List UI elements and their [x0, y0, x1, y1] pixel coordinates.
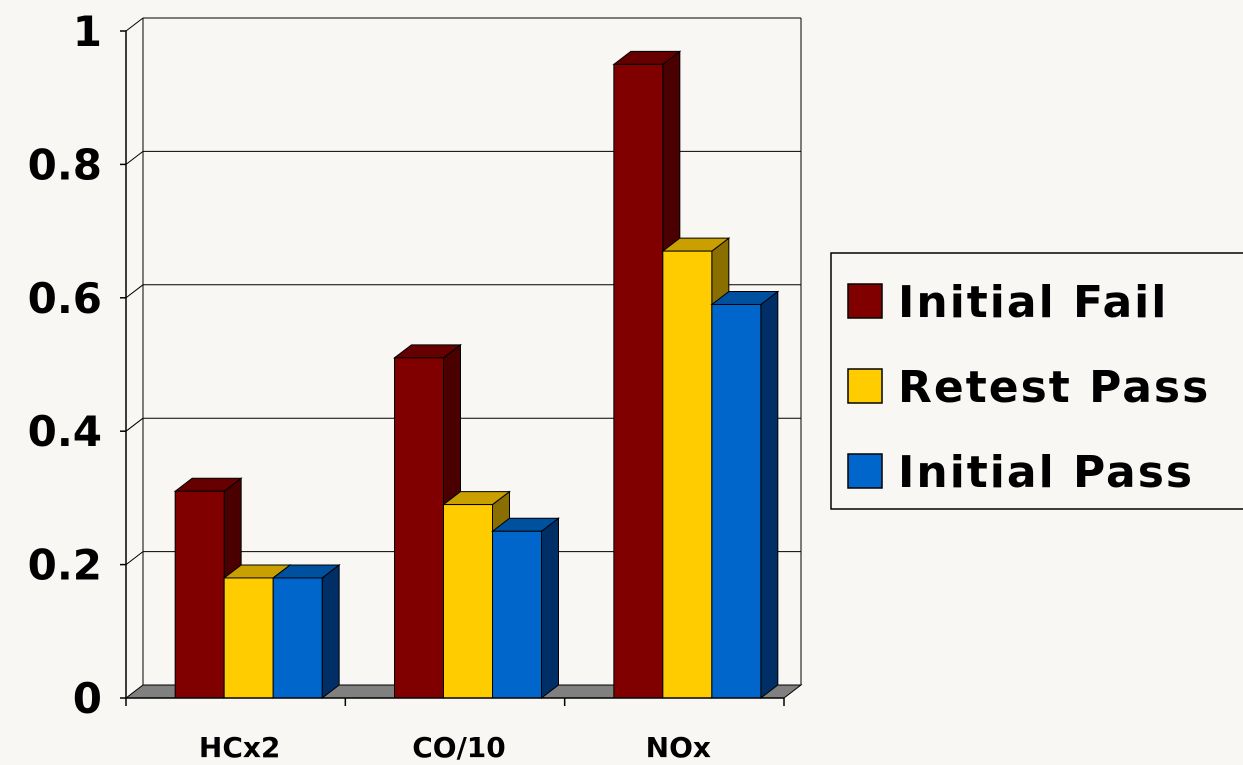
gridline-diagonal	[125, 551, 144, 565]
legend-swatch	[847, 283, 883, 319]
x-tick-label: CO/10	[412, 731, 506, 764]
bar-front	[492, 530, 542, 699]
bar-front	[223, 577, 274, 699]
bar-side	[541, 517, 559, 700]
bar-front	[272, 577, 323, 699]
gridline-diagonal	[125, 151, 144, 165]
legend-label: Retest Pass	[898, 362, 1210, 413]
bar	[491, 517, 560, 700]
bar-side	[321, 563, 340, 700]
legend-swatch	[847, 368, 883, 404]
legend-item: Retest Pass	[847, 362, 1210, 413]
x-tick-label: HCx2	[199, 731, 281, 764]
bar-front	[443, 504, 493, 699]
bar	[271, 563, 341, 700]
bar	[710, 290, 780, 700]
y-tick-label: 0.6	[28, 274, 102, 323]
bar-side	[760, 290, 779, 700]
legend-box	[830, 252, 1243, 510]
gridline-diagonal	[125, 284, 144, 299]
legend-item: Initial Pass	[847, 447, 1194, 498]
y-tick-label: 1	[73, 7, 102, 56]
gridline-diagonal	[125, 417, 144, 432]
legend-item: Initial Fail	[847, 277, 1168, 328]
legend-swatch	[847, 453, 883, 489]
bar-front	[711, 303, 762, 699]
gridline-diagonal	[125, 17, 144, 32]
legend: Initial Fail Retest Pass Initial Pass	[830, 252, 1243, 510]
y-tick-label: 0	[73, 674, 102, 723]
y-tick-label: 0.2	[28, 541, 102, 590]
bar-front	[394, 357, 444, 699]
bar-front	[174, 490, 225, 699]
axes: 0 0.2 0.4 0.6 0.8 1 HCx2 CO/10 NOx	[28, 7, 785, 764]
bar-front	[662, 250, 713, 699]
y-tick-label: 0.8	[28, 140, 102, 189]
y-tick-label: 0.4	[28, 407, 102, 456]
x-tick-label: NOx	[646, 731, 711, 764]
bar-front	[613, 63, 664, 699]
legend-label: Initial Pass	[898, 447, 1194, 498]
bars	[173, 50, 780, 700]
legend-label: Initial Fail	[898, 277, 1168, 328]
